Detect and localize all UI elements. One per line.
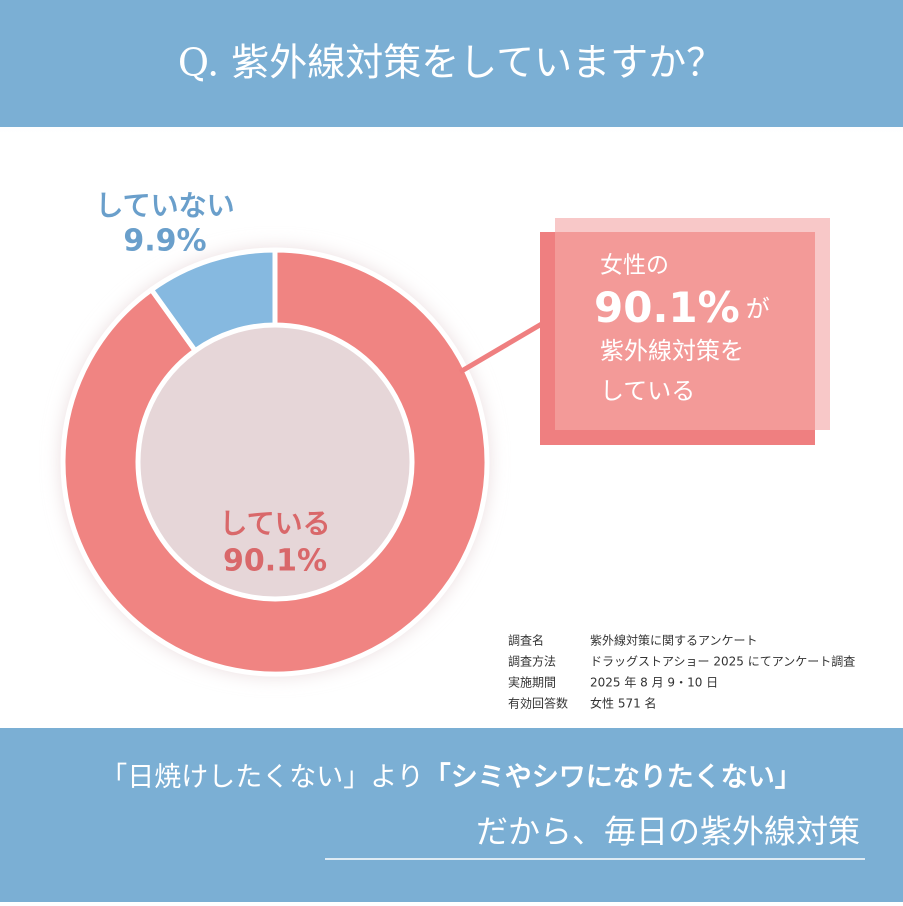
header-band [0,0,903,127]
callout-figure: 90.1% が [594,283,770,332]
survey-key: 調査方法 [508,654,556,669]
callout-text: 女性の 90.1% が 紫外線対策を している [594,253,770,406]
footer-line2: だから、毎日の紫外線対策 [476,813,860,851]
donut-segment [147,247,278,355]
callout-line4: している [600,377,695,405]
survey-key: 実施期間 [508,675,556,690]
footer-line1: 「日焼けしたくない」より「シミやシワになりたくない」 [100,761,801,793]
callout-figure-value: 90.1% [594,283,740,332]
segment-label: していない [95,189,234,222]
segment-value: 90.1% [223,544,327,579]
segment-value: 9.9% [123,224,206,259]
survey-value: 紫外線対策に関するアンケート [590,633,758,648]
callout-box [555,232,815,430]
donut [60,247,490,677]
survey-key: 調査名 [508,633,544,648]
callout-line3: 紫外線対策を [600,337,744,365]
footer-part: 「日焼けしたくない」より [100,762,423,793]
callout-suffix: が [746,295,770,323]
survey-value: 女性 571 名 [590,696,657,711]
segment-label: している [219,507,330,540]
callout-line1: 女性の [600,253,669,279]
footer-band [0,728,903,902]
footer-emphasis: 「シミやシワになりたくない」 [424,761,802,793]
callout-line [458,319,547,375]
survey-value: 2025 年 8 月 9・10 日 [590,676,718,690]
survey-key: 有効回答数 [508,696,568,711]
donut-segment [60,247,490,677]
title: Q. 紫外線対策をしていますか？ [178,41,724,85]
survey-value: ドラッグストアショー 2025 にてアンケート調査 [590,655,855,669]
